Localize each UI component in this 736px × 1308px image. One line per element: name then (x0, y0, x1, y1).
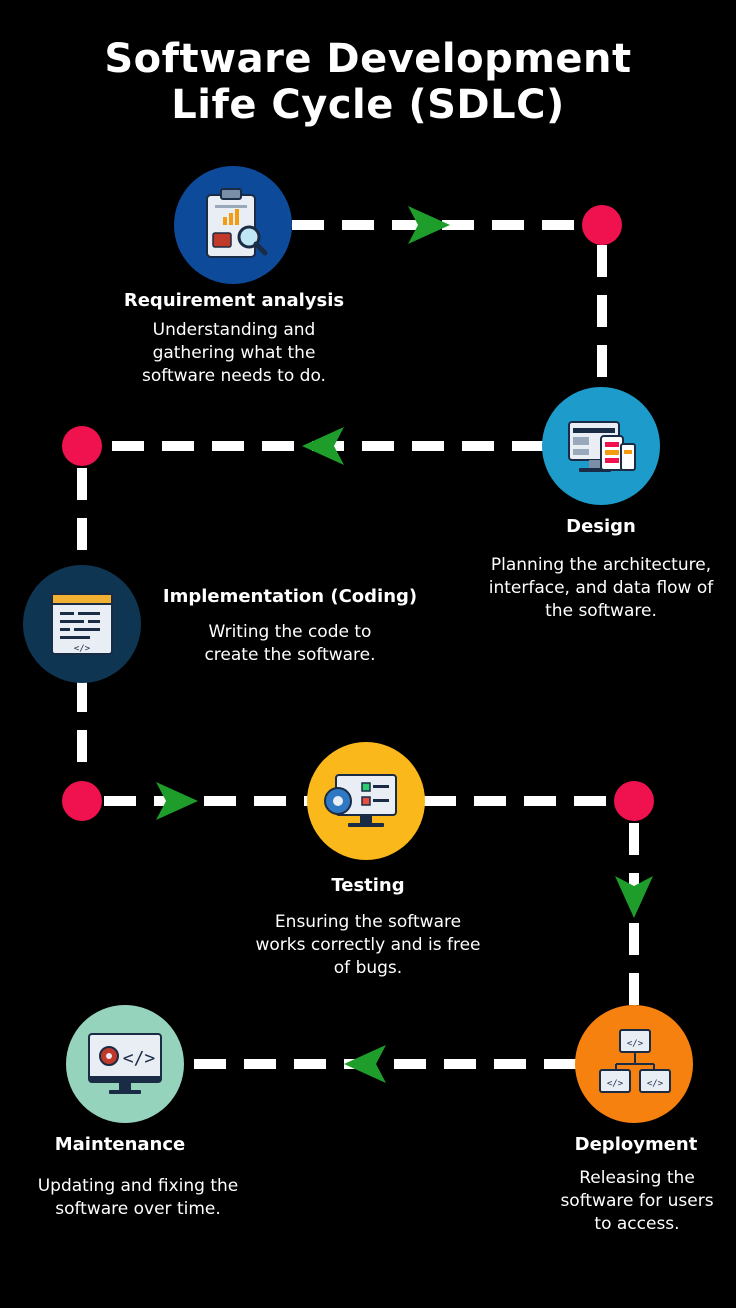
stage-deployment-node: </> </> </> (575, 1005, 693, 1123)
stage-maintenance-title: Maintenance (54, 1134, 186, 1155)
corner-dot (62, 781, 102, 821)
stage-testing-node (307, 742, 425, 860)
arrow-right-icon (156, 782, 198, 820)
arrow-down-icon (615, 876, 653, 918)
title-line-2: Life Cycle (SDLC) (171, 82, 565, 128)
corner-dots (62, 205, 654, 821)
title-line-1: Software Development (104, 36, 632, 82)
corner-dot (62, 426, 102, 466)
stage-testing-description: Ensuring the software works correctly an… (255, 912, 481, 978)
svg-text:</>: </> (607, 1079, 624, 1089)
flow-arrows (156, 206, 653, 1083)
stage-design-node (542, 387, 660, 505)
stage-requirement-analysis-node (174, 166, 292, 284)
clipboard-magnifier-icon (206, 188, 268, 258)
svg-text:</>: </> (123, 1048, 156, 1069)
corner-dot (614, 781, 654, 821)
network-code-icon: </> </> </> (599, 1029, 671, 1093)
arrow-right-icon (408, 206, 450, 244)
stage-requirement-analysis-title: Requirement analysis (123, 290, 345, 311)
stage-deployment-title: Deployment (574, 1134, 698, 1155)
svg-text:</>: </> (647, 1079, 664, 1089)
code-window-icon: </> (51, 593, 113, 655)
stage-requirement-analysis-description: Understanding and gathering what the sof… (142, 320, 326, 386)
stage-deployment-description: Releasing the software for users to acce… (560, 1168, 714, 1234)
monitor-checklist-gear-icon (324, 774, 397, 827)
stage-implementation-description: Writing the code to create the software. (204, 622, 376, 665)
page-title: Software Development Life Cycle (SDLC) (0, 36, 736, 128)
stage-maintenance-description: Updating and fixing the software over ti… (37, 1176, 239, 1219)
stage-maintenance-node: </> (66, 1005, 184, 1123)
svg-text:</>: </> (74, 644, 91, 654)
corner-dot (582, 205, 622, 245)
svg-text:</>: </> (627, 1039, 644, 1049)
stage-implementation-title: Implementation (Coding) (162, 586, 418, 607)
monitor-code-gear-icon: </> (88, 1033, 162, 1094)
stage-design-title: Design (566, 516, 636, 537)
stage-implementation-node: </> (23, 565, 141, 683)
stage-testing-title: Testing (331, 875, 405, 896)
devices-layout-icon (568, 421, 636, 472)
arrow-left-icon (344, 1045, 386, 1083)
stage-design-description: Planning the architecture, interface, an… (488, 555, 714, 621)
arrow-left-icon (302, 427, 344, 465)
